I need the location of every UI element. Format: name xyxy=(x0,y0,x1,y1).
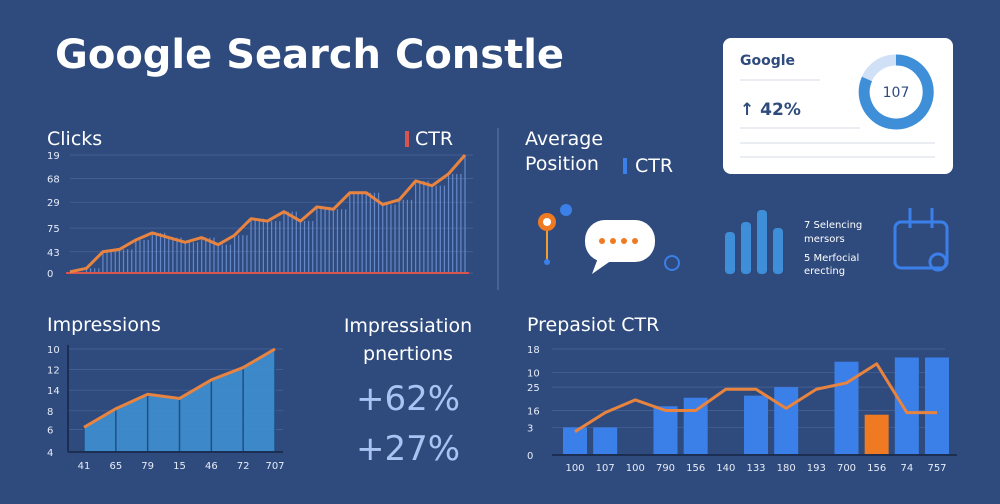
x-tick-label: 790 xyxy=(656,463,675,474)
donut-arc xyxy=(858,54,934,130)
x-tick-label: 46 xyxy=(205,461,218,472)
bar xyxy=(834,361,859,455)
chart-title: Clicks xyxy=(47,128,102,150)
legend-label: CTR xyxy=(415,128,453,150)
y-tick-label: 4 xyxy=(47,448,53,459)
line xyxy=(574,362,937,433)
stats-title: Impressiation xyxy=(344,315,472,337)
bars-icon xyxy=(725,210,783,274)
card-brand: Google xyxy=(740,53,795,69)
x-tick-label: 757 xyxy=(927,463,946,474)
bar xyxy=(744,395,768,455)
x-tick-label: 100 xyxy=(626,463,645,474)
bar xyxy=(925,357,949,455)
y-tick-label: 25 xyxy=(527,383,540,394)
stats-title: pnertions xyxy=(363,343,453,365)
stat-value: +27% xyxy=(356,429,460,469)
side-legend: mersors xyxy=(804,234,845,245)
side-legend: 5 Merfocial xyxy=(804,253,859,264)
y-tick-label: 3 xyxy=(527,423,533,434)
card-change: ↑ 42% xyxy=(740,100,801,120)
side-legend: erecting xyxy=(804,266,845,277)
bar xyxy=(864,414,889,455)
x-tick-label: 193 xyxy=(807,463,826,474)
refresh-icon xyxy=(664,255,680,271)
pin-icon xyxy=(538,204,572,265)
x-tick-label: 74 xyxy=(900,463,913,474)
x-tick-label: 41 xyxy=(78,461,91,472)
y-tick-label: 0 xyxy=(527,451,533,462)
bar xyxy=(593,427,618,455)
x-tick-label: 707 xyxy=(265,461,284,472)
area-line xyxy=(83,347,276,429)
x-tick-label: 72 xyxy=(237,461,250,472)
chart-title: Impressions xyxy=(47,314,161,336)
y-tick-label: 0 xyxy=(47,269,53,280)
x-tick-label: 156 xyxy=(867,463,886,474)
y-tick-label: 18 xyxy=(527,345,540,356)
y-tick-label: 43 xyxy=(47,248,60,259)
x-tick-label: 133 xyxy=(746,463,765,474)
bar xyxy=(774,387,799,455)
x-tick-label: 15 xyxy=(173,461,186,472)
x-tick-label: 180 xyxy=(777,463,796,474)
y-tick-label: 10 xyxy=(47,345,60,356)
y-tick-label: 68 xyxy=(47,175,60,186)
chat-icon xyxy=(585,220,655,274)
x-tick-label: 140 xyxy=(716,463,735,474)
y-tick-label: 14 xyxy=(47,386,60,397)
donut-label: 107 xyxy=(883,85,910,101)
x-tick-label: 156 xyxy=(686,463,705,474)
bar xyxy=(894,357,919,455)
x-tick-label: 107 xyxy=(596,463,615,474)
y-tick-label: 16 xyxy=(527,406,540,417)
y-tick-label: 8 xyxy=(47,407,53,418)
bar xyxy=(563,427,587,455)
x-tick-label: 65 xyxy=(109,461,122,472)
page-title: Google Search Constle xyxy=(55,32,564,78)
stat-value: +62% xyxy=(356,379,460,419)
legend-label: CTR xyxy=(635,155,673,177)
panel-title: Average xyxy=(525,128,603,150)
legend-marker xyxy=(405,131,409,147)
y-tick-label: 29 xyxy=(47,198,60,209)
line xyxy=(69,154,467,274)
y-tick-label: 12 xyxy=(47,366,60,377)
bar xyxy=(653,406,678,455)
x-tick-label: 700 xyxy=(837,463,856,474)
legend-marker xyxy=(623,158,627,174)
google-card xyxy=(723,38,953,174)
x-tick-label: 79 xyxy=(141,461,154,472)
y-tick-label: 75 xyxy=(47,224,60,235)
y-tick-label: 19 xyxy=(47,151,60,162)
panel-title: Position xyxy=(525,153,599,175)
chart-title: Prepasiot CTR xyxy=(527,314,659,336)
y-tick-label: 10 xyxy=(527,368,540,379)
calendar-icon xyxy=(893,208,949,272)
y-tick-label: 6 xyxy=(47,425,53,436)
x-tick-label: 100 xyxy=(565,463,584,474)
side-legend: 7 Selencing xyxy=(804,220,862,231)
bar xyxy=(683,397,708,455)
